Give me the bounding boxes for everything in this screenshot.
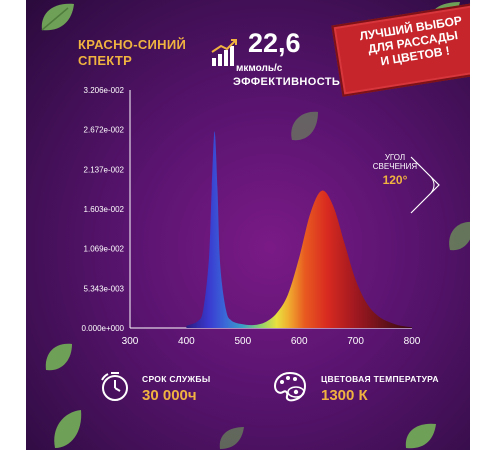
title-line: КРАСНО-СИНИЙ (78, 37, 187, 52)
color-temperature-value: 1300 К (321, 387, 368, 404)
color-temperature-label: ЦВЕТОВАЯ ТЕМПЕРАТУРА (321, 374, 439, 384)
x-axis-ticks: 300 400 500 600 700 800 (122, 336, 421, 347)
beam-angle-label: УГОЛ СВЕЧЕНИЯ (368, 153, 422, 171)
spectrum-area-series-0 (186, 131, 412, 328)
y-tick-label: 5.343e-003 (84, 284, 125, 293)
leaf-icon (219, 427, 244, 449)
y-tick-label: 1.603e-002 (84, 205, 125, 214)
efficiency-unit: мкмоль/с (236, 63, 283, 74)
efficiency-value: 22,6 (248, 28, 301, 58)
x-tick-label: 600 (291, 336, 308, 347)
efficiency-label: ЭФФЕКТИВНОСТЬ (233, 76, 341, 88)
angle-label-line: УГОЛ (384, 153, 406, 162)
lifetime-value: 30 000ч (142, 387, 197, 404)
y-tick-label: 2.137e-002 (84, 165, 125, 174)
y-tick-label: 3.206e-002 (84, 86, 125, 95)
chart-series (186, 131, 412, 328)
x-tick-label: 800 (404, 336, 421, 347)
leaf-icon (41, 3, 74, 31)
title-line: СПЕКТР (78, 53, 133, 68)
palette-eye-icon (273, 371, 307, 402)
y-tick-label: 0.000e+000 (82, 324, 125, 333)
beam-angle-icon (410, 156, 440, 214)
x-tick-label: 700 (347, 336, 364, 347)
spectrum-chart: 300 400 500 600 700 800 0.000e+000 5.343e-003 1… (82, 86, 421, 347)
leaf-icon (45, 343, 72, 371)
x-tick-label: 300 (122, 336, 139, 347)
x-tick-label: 400 (178, 336, 195, 347)
leaf-icon (291, 111, 318, 141)
angle-label-line: СВЕЧЕНИЯ (372, 162, 418, 171)
y-axis-ticks: 0.000e+000 5.343e-003 1.069e-002 1.603e-002… (82, 86, 125, 333)
product-card: 300 400 500 600 700 800 0.000e+000 5.343e-003 1… (26, 0, 470, 450)
lifetime-label: СРОК СЛУЖБЫ (142, 374, 211, 384)
x-tick-label: 500 (234, 336, 251, 347)
beam-angle-value: 120° (382, 173, 408, 187)
growth-bars-icon (211, 39, 237, 66)
leaf-icon (54, 410, 82, 448)
spectrum-title: КРАСНО-СИНИЙ СПЕКТР (78, 37, 186, 69)
leaf-icon (405, 423, 436, 449)
y-tick-label: 2.672e-002 (84, 126, 125, 135)
leaf-icon (449, 221, 470, 251)
y-tick-label: 1.069e-002 (84, 245, 125, 254)
stopwatch-icon (101, 372, 128, 401)
